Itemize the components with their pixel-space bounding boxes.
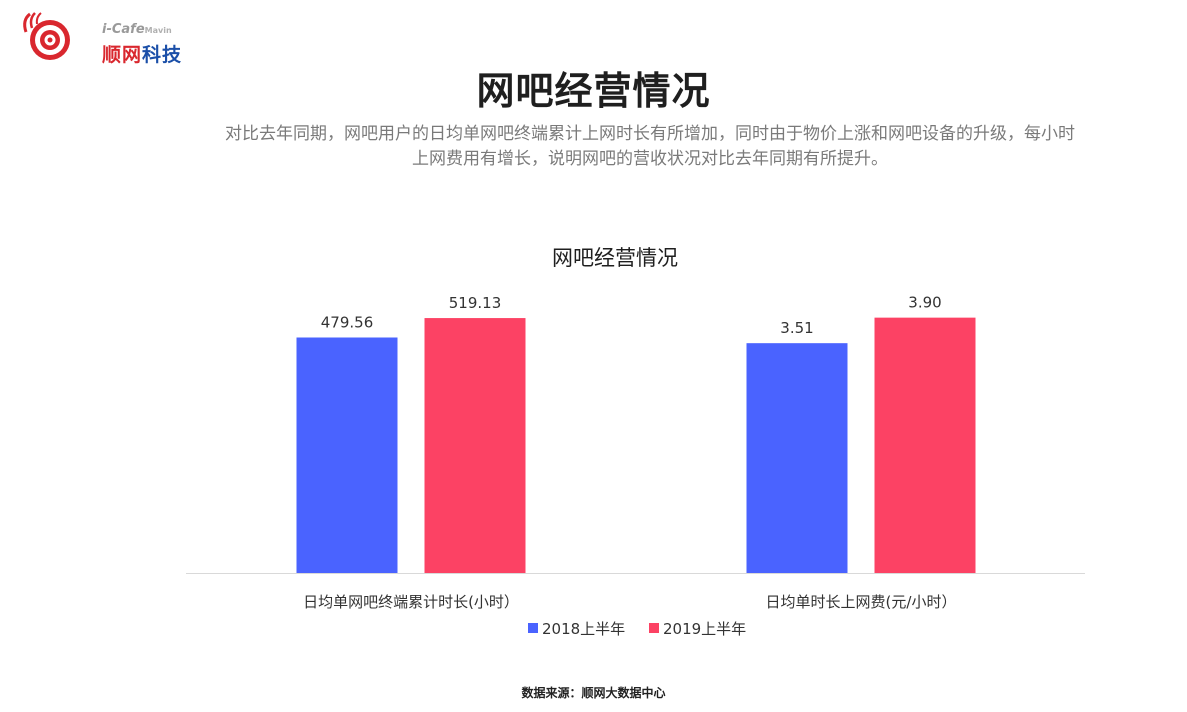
bar-2019-cat1 <box>424 318 526 573</box>
bar-2019-cat2 <box>874 317 976 573</box>
legend-swatch-2018 <box>528 623 538 633</box>
legend-label-2019: 2019上半年 <box>663 620 746 638</box>
page-title: 网吧经营情况 <box>476 69 711 113</box>
legend-label-2018: 2018上半年 <box>542 620 625 638</box>
legend-swatch-2019 <box>649 623 659 633</box>
data-label-2018-cat1: 479.56 <box>321 314 374 332</box>
data-label-2019-cat2: 3.90 <box>908 294 941 312</box>
chart-title: 网吧经营情况 <box>552 246 678 270</box>
data-label-2019-cat1: 519.13 <box>449 294 502 312</box>
data-label-2018-cat2: 3.51 <box>780 319 813 337</box>
logo-tagline: i-CafeMavin <box>102 22 172 37</box>
logo-tagline-text: i-Cafe <box>102 22 145 37</box>
logo-brand-name: 顺网科技 <box>102 40 182 67</box>
bar-2018-cat2 <box>746 343 848 573</box>
category-label-2: 日均单时长上网费(元/小时） <box>766 593 957 611</box>
description-line-2: 上网费用有增长，说明网吧的营收状况对比去年同期有所提升。 <box>412 149 888 169</box>
logo-brand-red: 顺网 <box>102 44 143 66</box>
logo-brand-blue: 科技 <box>142 44 183 66</box>
data-source-note: 数据来源：顺网大数据中心 <box>521 686 666 700</box>
category-label-1: 日均单网吧终端累计时长(小时） <box>303 593 519 611</box>
brand-logo: i-CafeMavin 顺网科技 <box>20 10 190 66</box>
logo-tagline-suffix: Mavin <box>144 26 172 35</box>
target-logo-icon <box>23 12 70 60</box>
bar-2018-cat1 <box>296 337 398 573</box>
description-line-1: 对比去年同期，网吧用户的日均单网吧终端累计上网时长有所增加，同时由于物价上涨和网… <box>225 124 1075 144</box>
page-description: 对比去年同期，网吧用户的日均单网吧终端累计上网时长有所增加，同时由于物价上涨和网… <box>170 122 1130 172</box>
